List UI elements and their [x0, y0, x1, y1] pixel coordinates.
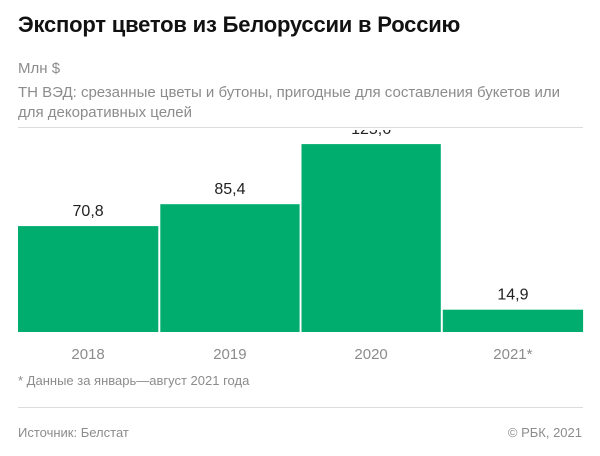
value-label: 70,8: [73, 203, 104, 220]
category-label: 2021*: [493, 346, 532, 363]
copyright-label: © РБК, 2021: [507, 425, 582, 440]
category-label: 2018: [71, 346, 104, 363]
value-label: 85,4: [214, 181, 245, 198]
footnote: * Данные за январь—август 2021 года: [18, 373, 250, 388]
chart-title: Экспорт цветов из Белоруссии в Россию: [18, 12, 461, 37]
bar-2018: [18, 226, 159, 332]
source-label: Источник: Белстат: [18, 425, 129, 440]
bar-2021: [442, 309, 584, 332]
top-divider: [18, 127, 583, 128]
bottom-divider: [18, 407, 583, 408]
value-label: 125,6: [351, 130, 391, 138]
bar-2020: [301, 144, 441, 332]
unit-label: Млн $: [18, 60, 61, 77]
bar-2019: [160, 204, 300, 332]
category-label: 2020: [354, 346, 387, 363]
value-label: 14,9: [497, 287, 528, 304]
bar-chart: 70,8 2018 85,4 2019 125,6 2020 14,9 2021*: [18, 130, 584, 363]
chart-subtitle: ТН ВЭД: срезанные цветы и бутоны, пригод…: [18, 84, 561, 121]
category-label: 2019: [213, 346, 246, 363]
